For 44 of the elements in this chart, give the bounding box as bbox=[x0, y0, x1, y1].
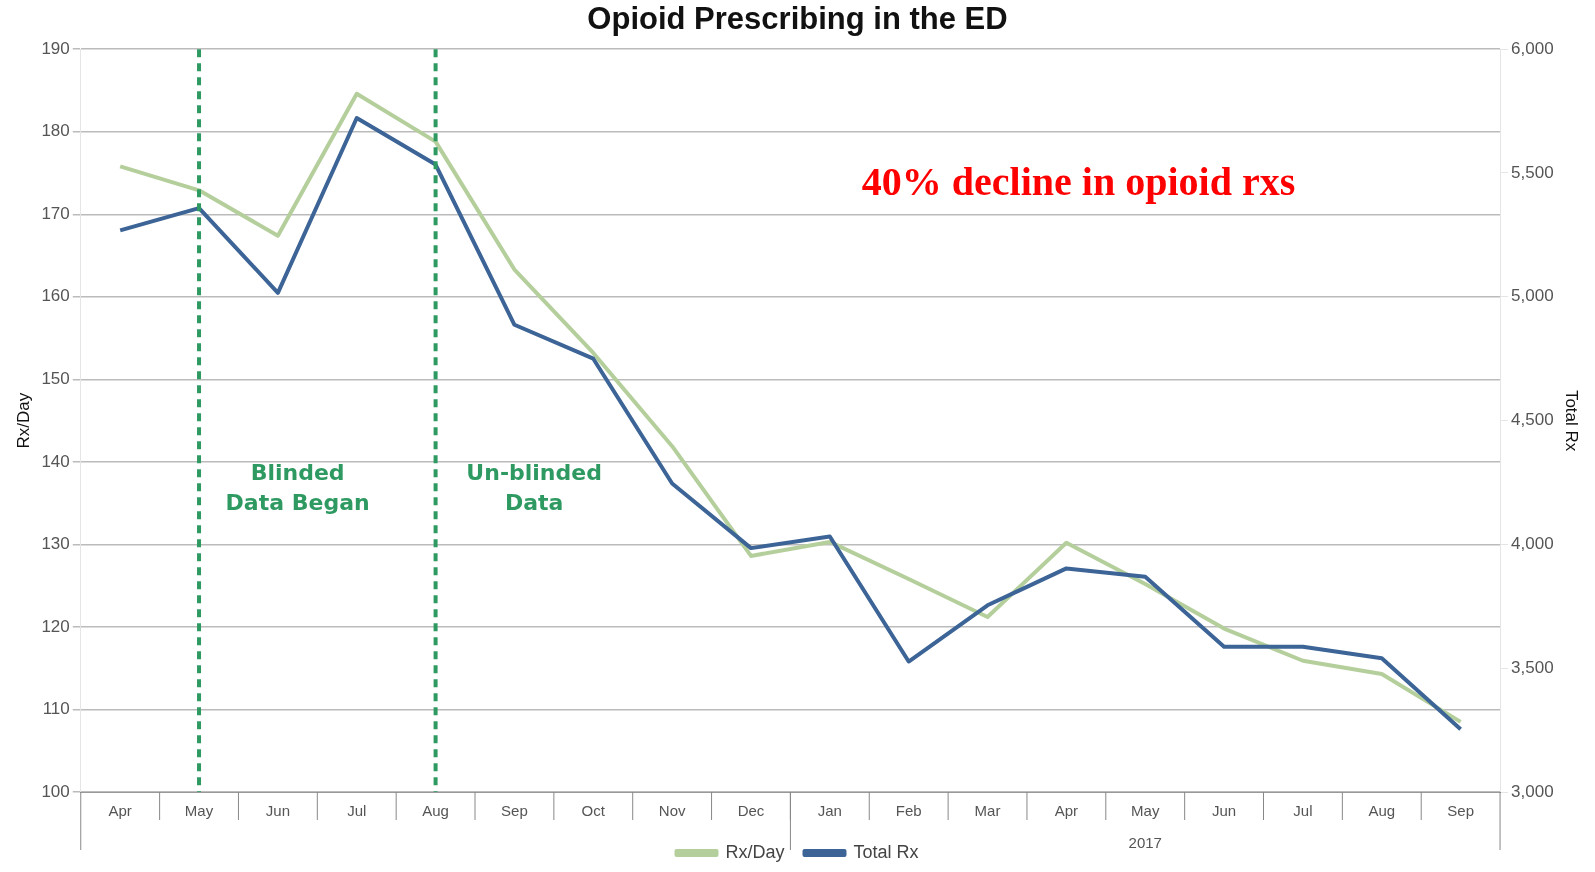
x-tick-label: Aug bbox=[1368, 802, 1396, 820]
x-tick-label: Jul bbox=[1293, 802, 1313, 820]
legend-label: Rx/Day bbox=[725, 841, 785, 862]
y2-tick-label: 4,500 bbox=[1511, 410, 1554, 430]
x-tick-label: Sep bbox=[501, 802, 528, 820]
y-tick-label: 190 bbox=[41, 38, 70, 58]
y-tick-label: 150 bbox=[41, 369, 70, 389]
y-tick-label: 170 bbox=[41, 203, 70, 223]
y2-tick-label: 3,000 bbox=[1511, 781, 1554, 801]
x-tick-label: May bbox=[184, 802, 214, 820]
x-tick-label: Dec bbox=[737, 802, 765, 820]
x-tick-label: Jan bbox=[817, 802, 842, 820]
x-tick-label: Jun bbox=[265, 802, 290, 820]
x-tick-label: Sep bbox=[1447, 802, 1474, 820]
y-tick-label: 160 bbox=[41, 286, 70, 306]
ref-line-label: Blinded Data Began bbox=[225, 459, 370, 515]
y-tick-label: 100 bbox=[41, 781, 70, 801]
y2-tick-label: 3,500 bbox=[1511, 657, 1554, 677]
chart-title: Opioid Prescribing in the ED bbox=[587, 1, 1008, 37]
x-tick-label: Jun bbox=[1211, 802, 1237, 820]
x-tick-label: Oct bbox=[581, 802, 606, 820]
x-tick-label: Mar bbox=[974, 802, 1001, 820]
x-tick-label: Jul bbox=[347, 802, 367, 820]
y2-tick-label: 5,000 bbox=[1511, 286, 1554, 306]
y-tick-label: 140 bbox=[41, 451, 70, 471]
text: 2017 bbox=[1128, 834, 1162, 852]
y2-tick-label: 4,000 bbox=[1511, 534, 1554, 554]
x-tick-label: Feb bbox=[895, 802, 922, 820]
y-tick-label: 130 bbox=[41, 534, 70, 554]
y-axis-title: Rx/Day bbox=[13, 392, 33, 449]
y-tick-label: 180 bbox=[41, 121, 70, 141]
x-tick-label: May bbox=[1131, 802, 1160, 820]
x-tick-label: Apr bbox=[1054, 802, 1079, 820]
y-tick-label: 120 bbox=[41, 616, 70, 636]
x-tick-label: Aug bbox=[422, 802, 449, 820]
y2-axis-title: Total Rx bbox=[1562, 389, 1582, 452]
ref-line-label: Un-blinded Data bbox=[466, 459, 602, 515]
y2-tick-label: 6,000 bbox=[1511, 38, 1554, 58]
x-tick-label: Apr bbox=[108, 802, 132, 820]
y-tick-label: 110 bbox=[42, 699, 70, 719]
y2-tick-label: 5,500 bbox=[1511, 162, 1554, 182]
x-tick-label: Nov bbox=[658, 802, 686, 820]
annotation: 40% decline in opioid rxs bbox=[861, 158, 1296, 204]
legend-label: Total Rx bbox=[853, 841, 919, 862]
